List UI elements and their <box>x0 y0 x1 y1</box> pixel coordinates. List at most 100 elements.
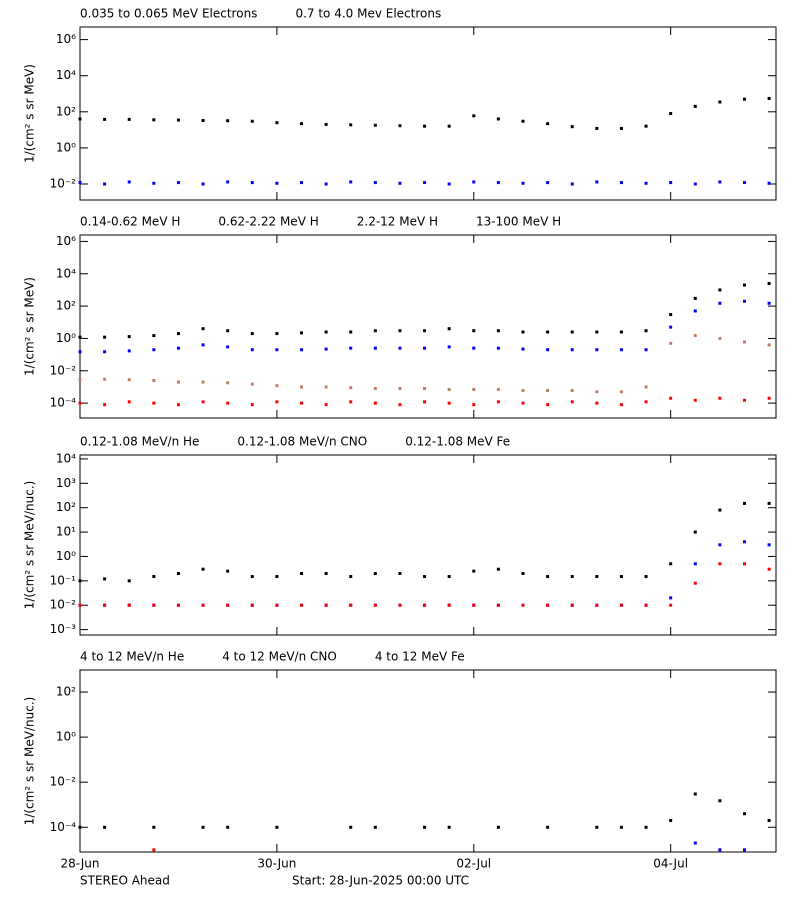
legend-entry: 4 to 12 MeV/n He <box>80 650 184 664</box>
data-point <box>423 400 427 404</box>
data-point <box>226 603 230 607</box>
data-point <box>152 575 156 579</box>
legend-entry: 0.035 to 0.065 MeV Electrons <box>80 7 257 21</box>
data-point <box>595 575 599 579</box>
x-tick-label: 30-Jun <box>257 857 296 871</box>
data-point <box>226 180 230 184</box>
data-point <box>423 387 427 391</box>
data-point <box>669 313 673 317</box>
data-point <box>546 122 550 126</box>
data-point <box>324 385 328 389</box>
data-point <box>127 603 131 607</box>
data-point <box>742 562 746 566</box>
data-point <box>250 403 254 407</box>
data-point <box>619 575 623 579</box>
data-point <box>152 401 156 405</box>
data-point <box>669 325 673 329</box>
data-point <box>767 396 771 400</box>
data-point <box>521 389 525 393</box>
data-point <box>398 329 402 333</box>
data-point <box>152 379 156 383</box>
data-point <box>521 571 525 575</box>
data-point <box>472 403 476 407</box>
data-point <box>718 848 722 852</box>
data-point <box>767 301 771 305</box>
data-point <box>324 182 328 186</box>
data-point <box>226 381 230 385</box>
y-tick-label: 10⁻² <box>50 775 77 789</box>
data-point <box>742 340 746 344</box>
data-point <box>693 182 697 186</box>
data-point <box>472 114 476 118</box>
data-point <box>767 567 771 571</box>
data-point <box>373 387 377 391</box>
data-point <box>619 126 623 130</box>
plot-frame <box>79 26 777 201</box>
legend-entry: 0.62-2.22 MeV H <box>218 215 318 229</box>
data-point <box>423 825 427 829</box>
data-point <box>767 96 771 100</box>
data-point <box>275 575 279 579</box>
legend-entry: 0.14-0.62 MeV H <box>80 215 180 229</box>
data-point <box>152 848 156 852</box>
data-point <box>693 841 697 845</box>
data-point <box>152 181 156 185</box>
data-point <box>398 403 402 407</box>
data-point <box>718 336 722 340</box>
data-point <box>546 603 550 607</box>
data-point <box>521 603 525 607</box>
data-point <box>521 401 525 405</box>
data-point <box>644 124 648 128</box>
data-point <box>546 181 550 185</box>
data-point <box>78 350 82 354</box>
data-point <box>324 603 328 607</box>
data-point <box>250 382 254 386</box>
data-point <box>546 403 550 407</box>
data-point <box>250 575 254 579</box>
data-point <box>349 825 353 829</box>
data-point <box>250 119 254 123</box>
data-point <box>423 329 427 333</box>
data-point <box>201 327 205 331</box>
data-point <box>546 389 550 393</box>
data-point <box>176 380 180 384</box>
data-point <box>127 117 131 121</box>
data-point <box>570 182 574 186</box>
data-point <box>693 104 697 108</box>
data-point <box>201 567 205 571</box>
data-point <box>349 400 353 404</box>
data-point <box>324 347 328 351</box>
data-point <box>496 387 500 391</box>
y-tick-label: 10⁻² <box>50 598 77 612</box>
data-point <box>447 124 451 128</box>
data-point <box>152 334 156 338</box>
legend-entry: 0.12-1.08 MeV Fe <box>405 435 510 449</box>
data-point <box>447 825 451 829</box>
legend-entry: 0.7 to 4.0 Mev Electrons <box>295 7 441 21</box>
data-point <box>299 385 303 389</box>
y-tick-label: 10⁰ <box>56 549 76 563</box>
y-axis-title: 1/(cm² s sr MeV) <box>23 64 37 163</box>
y-tick-label: 10⁻¹ <box>50 573 77 587</box>
y-tick-label: 10⁰ <box>56 140 76 154</box>
data-point <box>669 112 673 116</box>
data-point <box>693 296 697 300</box>
plot-frame <box>79 454 777 636</box>
data-point <box>250 332 254 336</box>
data-point <box>447 603 451 607</box>
data-point <box>226 329 230 333</box>
data-point <box>644 181 648 185</box>
x-tick-label: 02-Jul <box>456 857 491 871</box>
data-point <box>201 400 205 404</box>
data-point <box>275 825 279 829</box>
annotation: Start: 28-Jun-2025 00:00 UTC <box>292 874 469 888</box>
y-tick-label: 10⁴ <box>56 451 76 465</box>
data-point <box>669 603 673 607</box>
data-point <box>619 403 623 407</box>
data-point <box>570 125 574 129</box>
data-point <box>496 346 500 350</box>
data-point <box>176 181 180 185</box>
data-point <box>127 349 131 353</box>
data-point <box>201 182 205 186</box>
data-point <box>718 562 722 566</box>
